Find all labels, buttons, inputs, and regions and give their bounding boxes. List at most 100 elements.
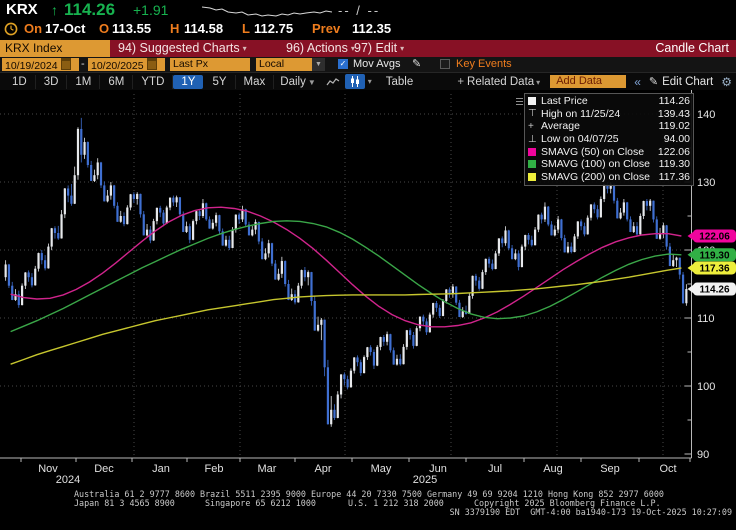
legend-value: 119.02 <box>658 120 690 133</box>
high-marker-icon: ⊤ <box>528 108 537 120</box>
ticker-symbol[interactable]: KRX <box>6 1 38 18</box>
candle-chart-icon[interactable] <box>344 74 365 89</box>
legend-row[interactable]: SMAVG (50) on Close 122.06 <box>528 145 690 158</box>
yellow-icon <box>528 172 541 181</box>
footer-contact-japan: Japan 81 3 4565 8900 <box>74 498 175 508</box>
svg-text:100: 100 <box>697 381 715 393</box>
menu-edit[interactable]: 97) Edit ▾ <box>354 41 405 55</box>
on-label: On <box>24 21 43 36</box>
legend-label: Average <box>541 120 580 133</box>
svg-text:Dec: Dec <box>94 463 114 475</box>
open-value: 113.55 <box>112 21 152 36</box>
price-change: +1.91 <box>133 2 169 18</box>
session-date: 17-Oct <box>45 21 86 36</box>
date-from-field[interactable]: 10/19/2024 <box>2 58 79 72</box>
chevron-down-icon: ▾ <box>242 44 247 53</box>
range-tab-3d[interactable]: 3D <box>36 74 68 89</box>
chart-toolbar: 10/19/2024 - 10/20/2025 Last Px Local CC… <box>0 57 736 83</box>
legend-drag-handle-icon[interactable] <box>516 98 523 99</box>
mov-avgs-label[interactable]: Mov Avgs <box>353 58 401 70</box>
menu-actions[interactable]: 96) Actions ▾ <box>286 41 355 55</box>
related-data-button[interactable]: + Related Data ▾ <box>457 75 541 88</box>
legend-row[interactable]: SMAVG (100) on Close 119.30 <box>528 158 690 171</box>
plus-icon: + <box>457 75 465 88</box>
last-price: 114.26 <box>64 0 116 19</box>
table-view-button[interactable]: Table <box>385 75 414 88</box>
svg-text:Jan: Jan <box>152 463 170 475</box>
chart-type-title: Candle Chart <box>655 41 729 55</box>
legend-label: SMAVG (50) on Close <box>541 145 645 158</box>
edit-mov-avgs-pencil-icon[interactable]: ✎ <box>412 58 422 70</box>
range-tab-5y[interactable]: 5Y <box>204 74 236 89</box>
gear-icon[interactable]: ⚙ <box>721 74 732 89</box>
key-events-checkbox[interactable] <box>440 59 450 69</box>
chevron-down-icon: ▾ <box>400 44 405 53</box>
range-tab-1y[interactable]: 1Y <box>173 74 204 89</box>
add-data-input[interactable]: Add Data <box>550 75 627 88</box>
footer-copyright: Copyright 2025 Bloomberg Finance L.P. <box>474 498 661 508</box>
svg-text:117.36: 117.36 <box>699 263 729 274</box>
range-tab-ytd[interactable]: YTD <box>133 74 174 89</box>
chart-type-dropdown[interactable]: ▾ <box>367 77 372 86</box>
svg-text:Jun: Jun <box>429 463 447 475</box>
date-to-field[interactable]: 10/20/2025 <box>88 58 165 72</box>
svg-text:Oct: Oct <box>659 463 676 475</box>
smavg-50-line <box>10 206 682 328</box>
legend-row[interactable]: ⊥ Low on 04/07/25 94.00 <box>528 133 690 146</box>
svg-text:2024: 2024 <box>56 474 80 486</box>
svg-text:Mar: Mar <box>258 463 277 475</box>
chevron-down-icon: ▼ <box>307 77 316 87</box>
price-source-field[interactable]: Last Px <box>170 58 250 71</box>
svg-text:Nov: Nov <box>38 463 58 475</box>
svg-text:Jul: Jul <box>488 463 502 475</box>
collapse-panel-icon[interactable]: « <box>634 74 641 89</box>
bid-ask-placeholder: -- / -- <box>338 3 381 18</box>
range-tab-6m[interactable]: 6M <box>100 74 134 89</box>
svg-text:114.26: 114.26 <box>699 285 729 296</box>
prev-label: Prev <box>312 21 341 36</box>
footer-terminal-id: SN 3379190 EDT GMT-4:00 ba1940-173 19-Oc… <box>449 507 732 517</box>
legend-label: High on 11/25/24 <box>541 107 621 120</box>
currency-dropdown-button[interactable]: ▼ <box>312 58 325 71</box>
range-tab-1m[interactable]: 1M <box>67 74 101 89</box>
svg-text:2025: 2025 <box>413 474 437 486</box>
low-marker-icon: ⊥ <box>528 133 537 145</box>
green-icon <box>528 160 541 169</box>
menu-suggested-charts[interactable]: 94) Suggested Charts ▾ <box>118 41 247 55</box>
edit-chart-button[interactable]: ✎ Edit Chart <box>648 76 714 88</box>
legend-label: Last Price <box>541 95 588 108</box>
prev-value: 112.35 <box>352 21 392 36</box>
date-range-dash: - <box>81 58 85 70</box>
legend-value: 117.36 <box>658 170 690 183</box>
security-field[interactable]: KRX Index <box>0 40 110 57</box>
chart-legend[interactable]: Last Price 114.26 ⊤ High on 11/25/24 139.43 +… <box>516 93 694 187</box>
svg-text:110: 110 <box>697 313 715 325</box>
line-chart-icon[interactable] <box>323 74 343 89</box>
legend-row[interactable]: SMAVG (200) on Close 117.36 <box>528 171 690 184</box>
legend-row[interactable]: + Average 119.02 <box>528 120 690 133</box>
range-tab-1d[interactable]: 1D <box>4 74 36 89</box>
key-events-label[interactable]: Key Events <box>456 58 512 70</box>
open-label: O <box>99 21 110 36</box>
svg-text:Aug: Aug <box>543 463 563 475</box>
legend-value: 94.00 <box>663 133 690 146</box>
calendar-icon[interactable] <box>60 58 71 70</box>
footer-contact-singapore: Singapore 65 6212 1000 <box>205 498 316 508</box>
clock-icon <box>4 22 18 36</box>
frequency-select[interactable]: Daily ▼ <box>280 75 316 88</box>
svg-text:140: 140 <box>697 109 715 121</box>
header-session-row: On 17-Oct O 113.55 H 114.58 L 112.75 Pre… <box>0 20 736 38</box>
legend-value: 139.43 <box>657 107 690 120</box>
range-tab-max[interactable]: Max <box>236 74 275 89</box>
calendar-icon[interactable] <box>146 58 157 70</box>
svg-text:122.06: 122.06 <box>699 231 730 242</box>
pencil-icon: ✎ <box>648 76 659 88</box>
svg-text:130: 130 <box>697 177 715 189</box>
legend-row[interactable]: ⊤ High on 11/25/24 139.43 <box>528 108 690 121</box>
mov-avgs-checkbox[interactable]: ✓ <box>338 59 348 69</box>
currency-field[interactable]: Local CCY <box>256 58 312 83</box>
intraday-sparkline <box>202 6 332 17</box>
up-arrow-icon: ↑ <box>51 2 58 18</box>
legend-row[interactable]: Last Price 114.26 <box>528 95 690 108</box>
svg-text:Feb: Feb <box>205 463 224 475</box>
